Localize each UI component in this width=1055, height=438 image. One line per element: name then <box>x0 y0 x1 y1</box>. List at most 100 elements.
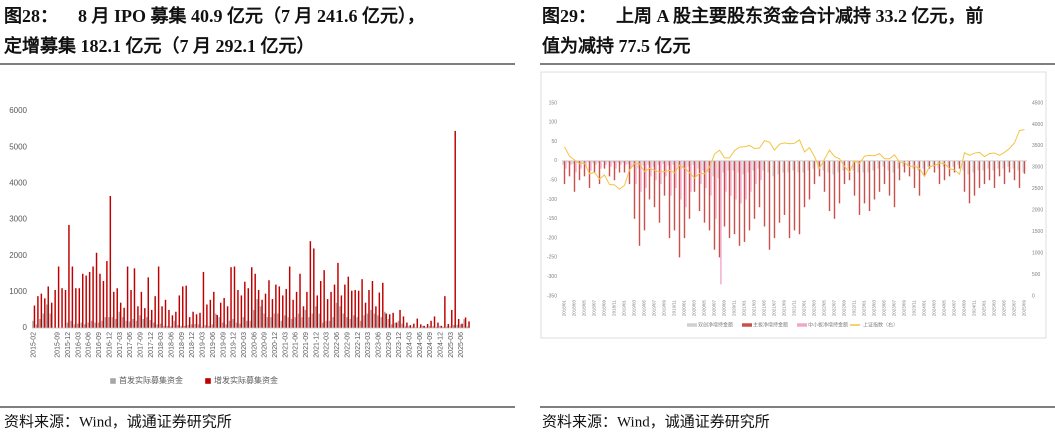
x-tick-label: 2017-06 <box>127 332 134 358</box>
bar <box>742 160 744 175</box>
y-tick-label: 0 <box>554 158 557 164</box>
bar <box>126 266 129 328</box>
bar <box>230 267 232 328</box>
bar <box>228 320 231 328</box>
bar <box>645 160 647 188</box>
bar <box>767 160 769 173</box>
bar <box>132 318 134 328</box>
bar <box>271 299 274 328</box>
bar <box>717 160 719 179</box>
x-tick-label: 2021-03 <box>282 332 289 358</box>
bar <box>290 318 293 328</box>
x-tick-label: 2022/09 <box>842 300 847 317</box>
x-tick-label: 2023-06 <box>375 332 382 358</box>
bar <box>378 292 381 328</box>
x-tick-label: 2024/11 <box>972 300 977 316</box>
bar <box>442 326 445 328</box>
x-tick-label: 2023-09 <box>386 332 393 358</box>
bar <box>44 298 46 328</box>
y-tick-label: -150 <box>547 216 557 222</box>
x-tick-label: 2016-06 <box>86 332 93 358</box>
bar <box>156 324 158 328</box>
bar <box>887 160 889 171</box>
bar <box>912 160 914 169</box>
bar <box>705 160 707 188</box>
bar <box>219 302 222 328</box>
bar <box>718 160 721 258</box>
legend-label: 主板净增持金额 <box>753 321 788 328</box>
bar <box>237 290 239 328</box>
x-tick-label: 2025/03 <box>992 300 997 317</box>
x-tick-label: 2018-06 <box>169 332 176 358</box>
bar <box>306 291 308 328</box>
bar <box>408 326 410 328</box>
bar <box>277 313 279 328</box>
bar <box>130 290 132 328</box>
bar <box>635 160 637 185</box>
bar <box>922 160 924 169</box>
x-tick-label: 2021/09 <box>782 300 787 317</box>
bar <box>371 280 374 328</box>
bar <box>1007 160 1009 167</box>
bar <box>423 325 425 328</box>
y-tick-label: 150 <box>549 100 558 106</box>
bar <box>647 160 649 165</box>
bar <box>733 160 736 235</box>
bar <box>862 160 864 173</box>
chart-frame <box>540 71 1047 339</box>
bar <box>197 324 200 328</box>
bar <box>668 160 671 239</box>
x-tick-label: 2019-06 <box>210 332 217 358</box>
bar <box>384 311 386 328</box>
bar <box>235 322 238 328</box>
x-tick-label: 2023-12 <box>396 332 403 358</box>
bar <box>613 160 616 181</box>
bar <box>580 160 582 169</box>
bar <box>301 317 303 328</box>
x-tick-label: 2015-12 <box>65 332 72 358</box>
x-tick-label: 2018-09 <box>179 332 186 358</box>
bar <box>323 270 325 328</box>
bar <box>588 160 591 188</box>
bar <box>827 160 829 173</box>
bar <box>456 324 458 328</box>
bar <box>385 313 387 328</box>
bar <box>592 160 594 164</box>
bar <box>90 320 93 328</box>
bar <box>702 160 704 171</box>
bar <box>311 313 314 328</box>
bar <box>565 160 567 169</box>
bar <box>998 160 1001 177</box>
bar <box>657 160 659 165</box>
bar <box>164 299 167 328</box>
bar <box>137 306 139 328</box>
bar <box>927 160 929 167</box>
bar <box>578 160 581 181</box>
bar <box>873 160 876 200</box>
bar <box>863 160 866 204</box>
source: 资料来源：Wind，诚通证券研究所 <box>542 413 770 430</box>
bar <box>121 317 124 328</box>
bar <box>321 322 324 328</box>
bar <box>807 160 809 171</box>
bar <box>313 248 315 328</box>
bar <box>977 160 979 171</box>
x-tick-label: 2017-09 <box>137 332 144 358</box>
x-tick-label: 2018/09 <box>602 300 607 317</box>
bar <box>335 302 338 328</box>
bar <box>54 290 56 328</box>
bar <box>447 324 450 328</box>
x-tick-label: 2016-03 <box>75 332 82 358</box>
bar <box>394 322 396 328</box>
bar <box>449 326 452 328</box>
bar <box>273 313 276 328</box>
bar <box>352 315 355 328</box>
bar <box>357 290 360 328</box>
bar <box>663 160 666 196</box>
legend-swatch <box>687 323 697 327</box>
bar <box>605 160 607 165</box>
legend-label: 首发实际募集资金 <box>119 375 183 385</box>
bar <box>748 160 751 231</box>
bar <box>607 160 609 163</box>
bar <box>437 322 439 328</box>
